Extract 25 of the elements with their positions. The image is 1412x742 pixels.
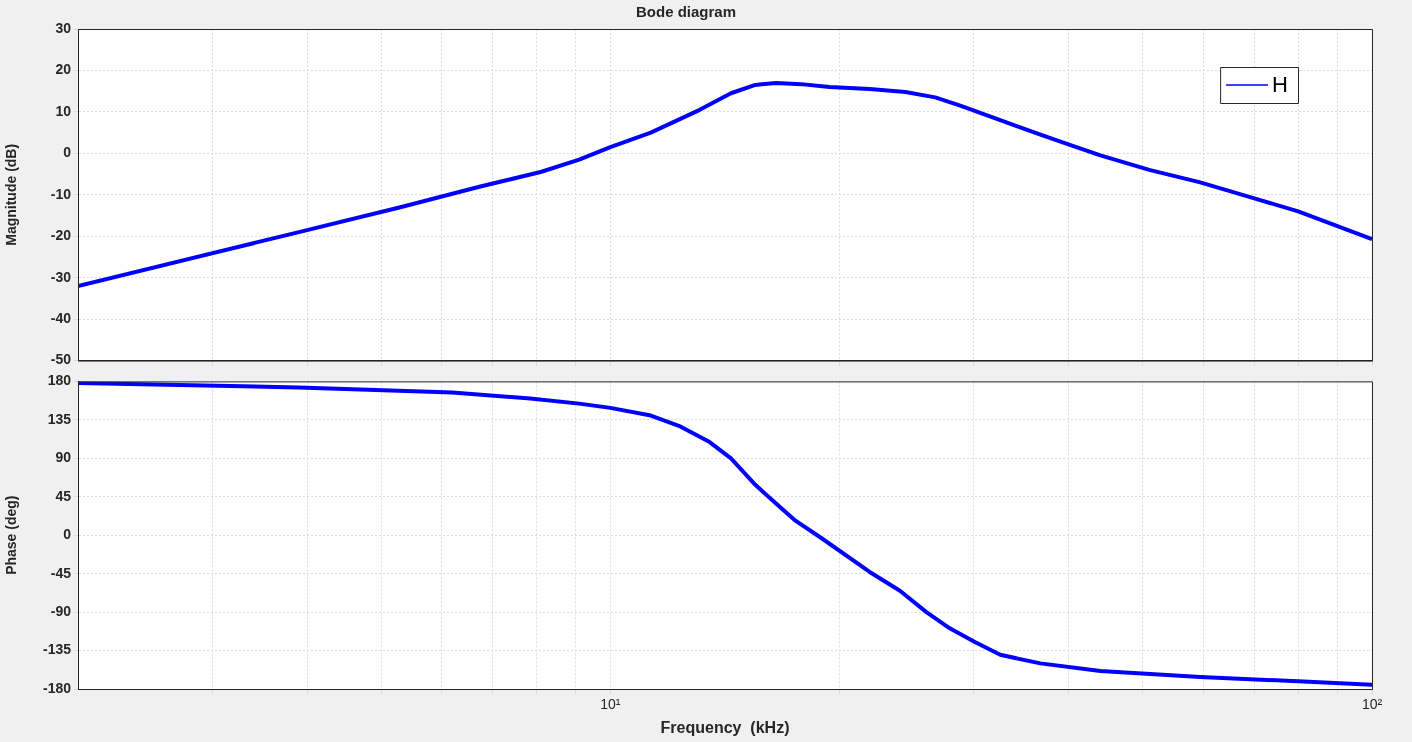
y-tick-label: -40 xyxy=(50,310,72,327)
x-axis-title: Frequency (kHz) xyxy=(660,718,790,736)
x-tick-label: 10² xyxy=(1361,696,1383,713)
y-tick-label: 90 xyxy=(55,449,72,466)
y-tick-label: 180 xyxy=(47,372,72,389)
y-tick-label: 45 xyxy=(55,487,72,504)
y-tick-label: 20 xyxy=(55,61,72,78)
y-tick-label: -30 xyxy=(50,268,72,285)
y-axis-title: Phase (deg) xyxy=(3,495,20,575)
y-tick-label: -20 xyxy=(50,227,72,244)
y-tick-label: -135 xyxy=(42,641,72,658)
y-tick-label: 0 xyxy=(63,526,72,543)
y-tick-label: -180 xyxy=(42,679,72,696)
y-tick-label: -90 xyxy=(50,602,72,619)
y-tick-label: 135 xyxy=(47,410,72,427)
y-tick-label: 10 xyxy=(55,102,72,119)
y-tick-label: -50 xyxy=(50,351,72,368)
chart-title: Bode diagram xyxy=(635,3,737,21)
y-tick-label: 30 xyxy=(55,19,72,36)
y-tick-label: 0 xyxy=(63,144,72,161)
y-axis-title: Magnitude (dB) xyxy=(3,143,20,246)
legend-label: H xyxy=(1272,72,1288,98)
y-tick-label: -45 xyxy=(50,564,72,581)
x-tick-label: 10¹ xyxy=(600,696,621,713)
y-tick-label: -10 xyxy=(50,185,72,202)
